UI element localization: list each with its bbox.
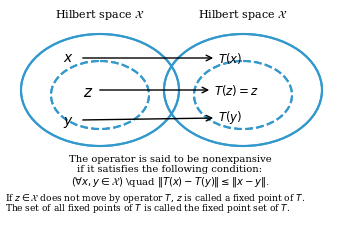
Text: $T(x)$: $T(x)$ — [218, 50, 242, 66]
Text: $T(y)$: $T(y)$ — [218, 109, 242, 126]
Ellipse shape — [21, 34, 179, 146]
Text: The set of all fixed points of $T$ is called the fixed point set of $T$.: The set of all fixed points of $T$ is ca… — [5, 202, 290, 215]
Text: $y$: $y$ — [63, 114, 73, 130]
Text: If $z \in \mathcal{X}$ does not move by operator $T$, $z$ is called a fixed poin: If $z \in \mathcal{X}$ does not move by … — [5, 192, 305, 205]
Text: $z$: $z$ — [83, 86, 93, 100]
Text: Hilbert space $\mathcal{X}$: Hilbert space $\mathcal{X}$ — [55, 8, 145, 22]
Text: if it satisfies the following condition:: if it satisfies the following condition: — [78, 165, 262, 174]
Text: $(\forall x, y \in \mathcal{X})$ \quad $\|T(x) - T(y)\| \leq \|x - y\|.$: $(\forall x, y \in \mathcal{X})$ \quad $… — [71, 175, 269, 189]
Text: $x$: $x$ — [63, 51, 73, 65]
Text: Hilbert space $\mathcal{X}$: Hilbert space $\mathcal{X}$ — [198, 8, 288, 22]
Text: $T(z) = z$: $T(z) = z$ — [214, 83, 259, 97]
Text: The operator is said to be nonexpansive: The operator is said to be nonexpansive — [69, 155, 271, 164]
